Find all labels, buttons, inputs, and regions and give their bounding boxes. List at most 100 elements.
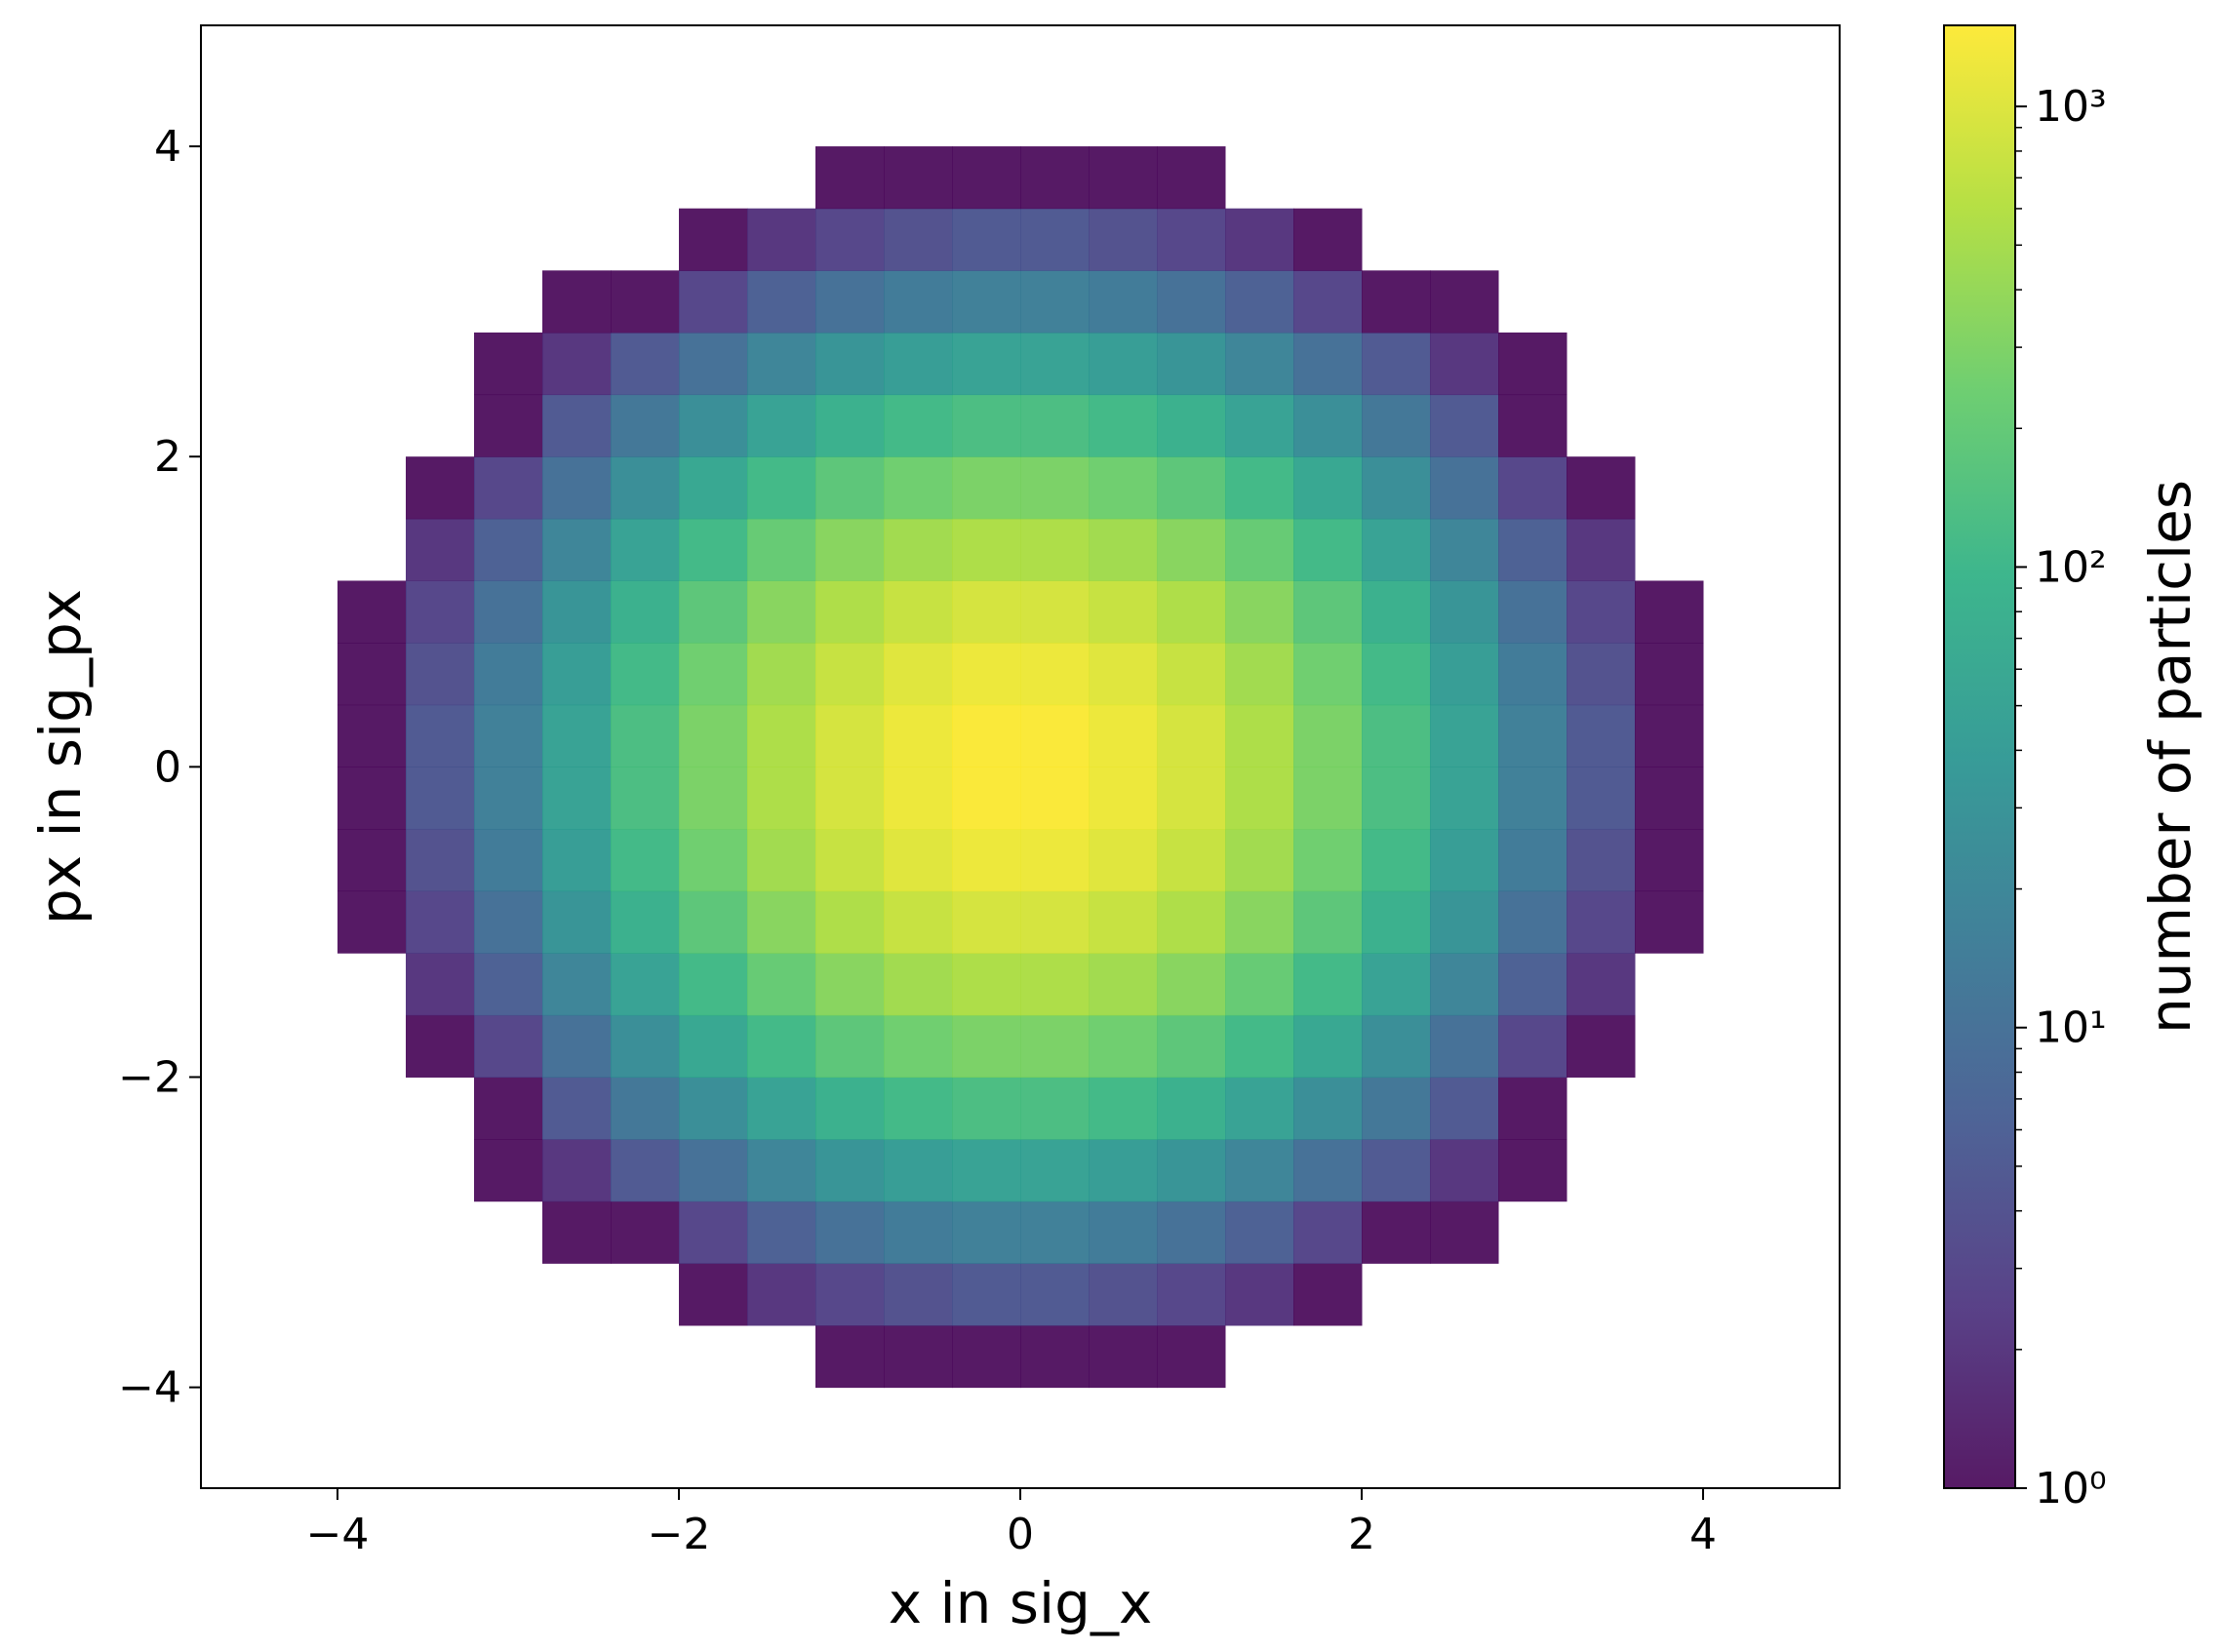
heatmap-cell (747, 890, 816, 954)
heatmap-cell (542, 1014, 612, 1078)
heatmap-cell (1157, 890, 1226, 954)
heatmap-cell (1225, 394, 1294, 457)
heatmap-cell (542, 456, 612, 520)
heatmap-cell (1089, 332, 1158, 396)
x-axis-label: x in sig_x (889, 1570, 1153, 1636)
heatmap-cell (1225, 704, 1294, 767)
heatmap-cell (611, 394, 680, 457)
heatmap-cell (1225, 1200, 1294, 1264)
heatmap-cell (1430, 518, 1499, 581)
heatmap-cell (884, 394, 953, 457)
heatmap-cell (406, 767, 475, 830)
heatmap-cell (952, 890, 1021, 954)
heatmap-cell (952, 1139, 1021, 1202)
heatmap-cell (1430, 890, 1499, 954)
heatmap-cell (542, 828, 612, 892)
heatmap-cell (952, 146, 1021, 210)
heatmap-cell (1498, 1014, 1567, 1078)
heatmap-cell (1430, 704, 1499, 767)
heatmap-cell (815, 208, 885, 271)
heatmap-cell (952, 270, 1021, 334)
heatmap-cell (679, 643, 748, 706)
heatmap-cell (952, 643, 1021, 706)
heatmap-cell (1635, 828, 1704, 892)
heatmap-cell (611, 270, 680, 334)
heatmap-cell (611, 456, 680, 520)
heatmap-cell (474, 1077, 543, 1140)
heatmap-cell (679, 767, 748, 830)
heatmap-cell (1362, 1139, 1431, 1202)
heatmap-cell (747, 767, 816, 830)
heatmap-cell (474, 518, 543, 581)
heatmap-cell (474, 456, 543, 520)
heatmap-cell (884, 1077, 953, 1140)
heatmap-cell (1089, 456, 1158, 520)
heatmap-cell (1020, 828, 1090, 892)
heatmap-cell (406, 890, 475, 954)
heatmap-cell (1225, 1014, 1294, 1078)
heatmap-cell (815, 332, 885, 396)
heatmap-cell (1157, 1324, 1226, 1389)
heatmap-cell (747, 208, 816, 271)
heatmap-cell (1293, 890, 1363, 954)
heatmap-cell (884, 518, 953, 581)
heatmap-cell (815, 767, 885, 830)
heatmap-cell (815, 953, 885, 1016)
heatmap-cell (1020, 394, 1090, 457)
heatmap-cell (1020, 953, 1090, 1016)
heatmap-cell (542, 332, 612, 396)
heatmap-cell (952, 580, 1021, 644)
heatmap-cell (747, 332, 816, 396)
heatmap-cell (884, 146, 953, 210)
heatmap-cell (884, 704, 953, 767)
heatmap-cell (542, 1200, 612, 1264)
heatmap-cell (406, 456, 475, 520)
heatmap-cell (679, 332, 748, 396)
colorbar (1943, 24, 2016, 1489)
x-tick-label: −2 (648, 1510, 711, 1559)
heatmap-cell (884, 270, 953, 334)
x-tick-label: 2 (1348, 1510, 1375, 1559)
heatmap-cell (1089, 270, 1158, 334)
heatmap-cell (1157, 953, 1226, 1016)
heatmap-cell (1362, 394, 1431, 457)
heatmap-cell (884, 1324, 953, 1389)
heatmap-cell (815, 1200, 885, 1264)
heatmap-cell (1362, 643, 1431, 706)
heatmap-cell (611, 767, 680, 830)
heatmap-cell (1293, 456, 1363, 520)
heatmap-cell (815, 456, 885, 520)
heatmap-cell (679, 1200, 748, 1264)
heatmap-cell (1225, 1077, 1294, 1140)
heatmap-cell (1498, 767, 1567, 830)
y-tick-label: −4 (118, 1363, 181, 1413)
heatmap-cell (1293, 643, 1363, 706)
heatmap-cell (679, 208, 748, 271)
heatmap-cell (1020, 1139, 1090, 1202)
heatmap-cell (1089, 1077, 1158, 1140)
heatmap-cell (747, 580, 816, 644)
heatmap-cell (679, 828, 748, 892)
heatmap-cell (1430, 456, 1499, 520)
heatmap-cell (747, 456, 816, 520)
heatmap-cell (1089, 580, 1158, 644)
heatmap-cell (474, 643, 543, 706)
heatmap-cell (1293, 1200, 1363, 1264)
heatmap-cell (747, 518, 816, 581)
heatmap-cell (815, 890, 885, 954)
heatmap-cell (474, 1014, 543, 1078)
colorbar-tick-label: 10⁰ (2035, 1464, 2107, 1514)
heatmap-cell (1157, 1139, 1226, 1202)
heatmap-cell (1430, 1077, 1499, 1140)
heatmap-cell (1430, 1200, 1499, 1264)
heatmap-cell (747, 1077, 816, 1140)
heatmap-cell (679, 580, 748, 644)
heatmap-cell (1567, 580, 1636, 644)
heatmap-cell (542, 890, 612, 954)
heatmap-cell (1020, 704, 1090, 767)
heatmap-cell (474, 704, 543, 767)
heatmap-cell (406, 704, 475, 767)
heatmap-cell (1089, 767, 1158, 830)
heatmap-cell (1567, 643, 1636, 706)
